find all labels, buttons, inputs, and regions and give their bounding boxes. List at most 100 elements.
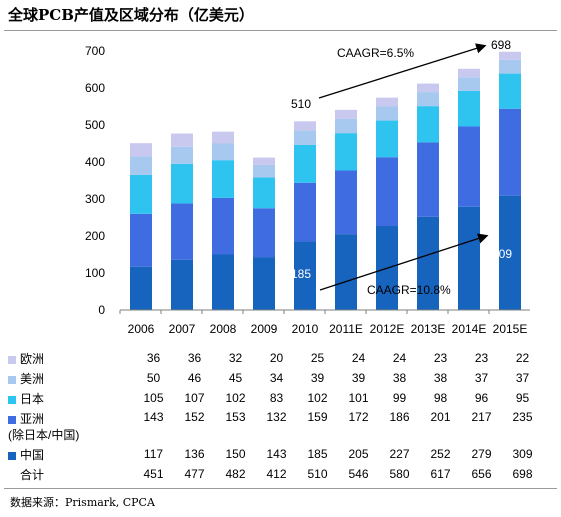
table-cell: 172 — [348, 410, 369, 424]
table-cell: 252 — [430, 447, 451, 461]
cagr-total-arrow — [318, 43, 487, 99]
row-label-text: 欧洲 — [20, 351, 45, 366]
table-cell: 227 — [389, 447, 410, 461]
table-cell: 136 — [184, 447, 205, 461]
table-cell: 38 — [392, 371, 407, 385]
annotations: CAAGR=6.5% CAAGR=10.8% 510 698 185 309 — [291, 38, 512, 297]
table-cell: 36 — [146, 351, 161, 365]
y-tick-label: 0 — [98, 303, 105, 317]
table-cell: 46 — [187, 371, 202, 385]
y-tick-label: 400 — [85, 155, 105, 169]
row-label: 美洲 — [8, 368, 133, 388]
row-label: 欧洲 — [8, 348, 133, 368]
bar-segment — [335, 170, 357, 235]
bar-segment — [171, 259, 193, 310]
bar-segment — [417, 106, 439, 143]
x-tick-label: 2006 — [128, 322, 155, 336]
bar-segment — [499, 51, 521, 60]
y-tick-label: 500 — [85, 118, 105, 132]
table-cell: 153 — [225, 410, 246, 424]
row-label: 合计 — [8, 464, 133, 484]
bar-segment — [417, 83, 439, 93]
cagr-china-arrow — [319, 233, 489, 291]
total-2010-label: 510 — [291, 97, 311, 111]
table-cell: 412 — [266, 467, 287, 481]
bar-segment — [130, 213, 152, 267]
bar-segment — [130, 174, 152, 214]
bar-segment — [376, 157, 398, 227]
bar-segment — [335, 109, 357, 119]
bar-segment — [458, 206, 480, 310]
table-cell: 235 — [512, 410, 533, 424]
bar-segment — [294, 144, 316, 183]
table-cell: 99 — [392, 391, 407, 405]
table-cell: 50 — [146, 371, 161, 385]
x-tick-label: 2012E — [370, 322, 405, 336]
table-cell: 98 — [433, 391, 448, 405]
table-cell: 36 — [187, 351, 202, 365]
table-cell: 152 — [184, 410, 205, 424]
table-cell: 37 — [515, 371, 530, 385]
row-label-text: 中国 — [20, 447, 45, 462]
cagr-china-label: CAAGR=10.8% — [367, 283, 451, 297]
x-tick-label: 2014E — [452, 322, 487, 336]
table-cell: 101 — [348, 391, 369, 405]
bar-segment — [417, 92, 439, 107]
bar-segment — [212, 197, 234, 255]
china-2015-label: 309 — [492, 247, 512, 261]
footer-divider — [4, 488, 557, 489]
y-tick-label: 300 — [85, 192, 105, 206]
bar-segment — [130, 156, 152, 175]
bar-segment — [458, 77, 480, 91]
bar-segment — [499, 73, 521, 109]
table-row: 亚洲 (除日本/中国) 143 152 153 132 159 172 186 201 217 235 — [8, 408, 543, 444]
table-cell: 159 — [307, 410, 328, 424]
bar-segment — [253, 157, 275, 165]
table-cell: 37 — [474, 371, 489, 385]
bar-segment — [253, 257, 275, 310]
cagr-total-label: CAAGR=6.5% — [337, 46, 414, 60]
table-cell: 186 — [389, 410, 410, 424]
y-axis: 0 100 200 300 400 500 600 700 — [85, 44, 105, 317]
bar-segment — [253, 208, 275, 258]
table-cell: 39 — [351, 371, 366, 385]
table-cell: 34 — [269, 371, 284, 385]
bar-segment — [376, 97, 398, 107]
table-row-total: 合计 451 477 482 412 510 546 580 617 656 698 — [8, 464, 543, 484]
x-tick-label: 2008 — [210, 322, 237, 336]
bar-segment — [335, 133, 357, 171]
title-divider — [4, 30, 557, 31]
table-cell: 24 — [351, 351, 366, 365]
bar-segment — [171, 146, 193, 164]
table-cell: 201 — [430, 410, 451, 424]
source-note: 数据来源：Prismark, CPCA — [10, 496, 155, 509]
table-row: 美洲 50 46 45 34 39 39 38 38 37 37 — [8, 368, 543, 388]
table-cell: 24 — [392, 351, 407, 365]
data-table: 欧洲 36 36 32 20 25 24 24 23 23 22 美洲 50 46 45 34 39 39 38 38… — [8, 348, 543, 484]
bar-segment — [499, 108, 521, 196]
bar-segment — [130, 143, 152, 157]
table-cell: 617 — [430, 467, 451, 481]
bar-segment — [294, 130, 316, 145]
table-row: 欧洲 36 36 32 20 25 24 24 23 23 22 — [8, 348, 543, 368]
table-cell: 205 — [348, 447, 369, 461]
table-cell: 83 — [269, 391, 284, 405]
table-cell: 117 — [143, 447, 164, 461]
row-label: 亚洲 (除日本/中国) — [8, 408, 133, 444]
bar-segment — [294, 121, 316, 131]
bar-segment — [417, 142, 439, 217]
table-cell: 698 — [512, 467, 533, 481]
row-label-text: 日本 — [20, 391, 45, 406]
china-2010-label: 185 — [291, 267, 311, 281]
table-cell: 32 — [228, 351, 243, 365]
table-cell: 143 — [266, 447, 287, 461]
bar-segment — [499, 59, 521, 74]
bar-segment — [171, 203, 193, 260]
table-cell: 132 — [266, 410, 287, 424]
legend-swatch — [8, 395, 16, 404]
total-2015-label: 698 — [491, 38, 511, 52]
table-cell: 451 — [143, 467, 164, 481]
table-cell: 22 — [515, 351, 530, 365]
row-label-text: 合计 — [20, 467, 45, 482]
